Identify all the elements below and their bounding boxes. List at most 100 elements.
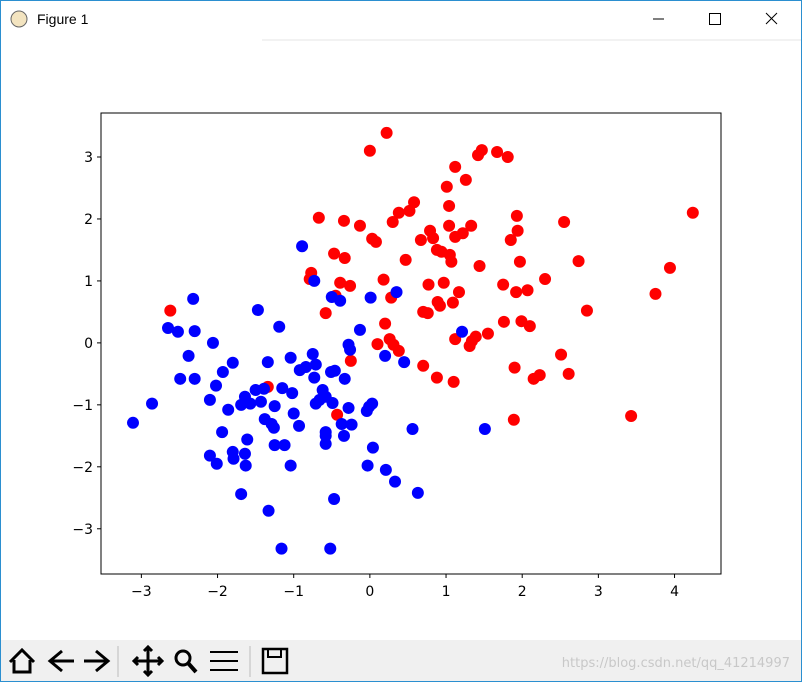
point: [216, 426, 229, 439]
point: [390, 286, 403, 299]
x-tick-label: −2: [207, 584, 228, 600]
point: [254, 395, 267, 408]
point: [353, 219, 366, 232]
zoom-handle: [186, 661, 198, 674]
y-tick-label: −1: [72, 398, 93, 414]
point: [262, 504, 275, 517]
point: [445, 255, 458, 268]
point: [278, 439, 291, 452]
point: [306, 348, 319, 361]
point: [338, 251, 351, 264]
x-tick-label: 0: [365, 584, 374, 600]
forward-button[interactable]: [84, 649, 111, 673]
point: [268, 400, 281, 413]
point: [328, 247, 341, 260]
point: [364, 291, 377, 304]
point: [452, 286, 465, 299]
point: [241, 433, 254, 446]
point: [422, 278, 435, 291]
point: [360, 405, 373, 418]
point: [523, 320, 536, 333]
point: [521, 284, 534, 297]
point: [210, 379, 223, 392]
point: [284, 351, 297, 364]
point: [481, 327, 494, 340]
point: [580, 304, 593, 317]
point: [478, 423, 491, 436]
close-button[interactable]: [765, 12, 778, 25]
point: [187, 292, 200, 305]
x-tick-label: −3: [131, 584, 152, 600]
point: [527, 372, 540, 385]
point: [663, 261, 676, 274]
pan-button[interactable]: [131, 644, 165, 678]
point: [257, 382, 270, 395]
point: [449, 230, 462, 243]
point: [308, 274, 321, 287]
point: [472, 149, 485, 162]
point: [146, 397, 159, 410]
point: [286, 387, 299, 400]
point: [507, 413, 520, 426]
zoom-button[interactable]: [174, 649, 192, 667]
point: [427, 232, 440, 245]
maximize-button[interactable]: [709, 13, 721, 25]
point: [379, 317, 392, 330]
point: [337, 214, 350, 227]
point: [411, 486, 424, 499]
x-tick-label: 3: [594, 584, 603, 600]
point: [437, 276, 450, 289]
point: [456, 325, 469, 338]
point: [276, 382, 289, 395]
point: [649, 287, 662, 300]
point: [414, 234, 427, 247]
point: [313, 393, 326, 406]
point: [239, 459, 252, 472]
point: [508, 361, 521, 374]
point: [296, 240, 309, 253]
point: [389, 475, 402, 488]
point: [433, 299, 446, 312]
point: [555, 348, 568, 361]
point: [267, 421, 280, 434]
point: [386, 216, 399, 229]
point: [562, 367, 575, 380]
home-button[interactable]: [8, 647, 36, 674]
point: [361, 459, 374, 472]
point: [353, 323, 366, 336]
point: [345, 418, 358, 431]
point: [510, 209, 523, 222]
point: [206, 336, 219, 349]
point: [501, 150, 514, 163]
x-tick-label: −1: [283, 584, 304, 600]
point: [421, 307, 434, 320]
point: [371, 338, 384, 351]
point: [331, 408, 344, 421]
x-tick-label: 1: [442, 584, 451, 600]
point: [363, 144, 376, 157]
point: [268, 439, 281, 452]
point: [449, 160, 462, 173]
point: [244, 397, 257, 410]
point: [235, 398, 248, 411]
y-tick-label: 0: [84, 336, 93, 352]
configure-button[interactable]: [210, 651, 238, 671]
back-button[interactable]: [47, 649, 74, 673]
point: [572, 255, 585, 268]
point: [203, 449, 216, 462]
y-tick-label: −2: [72, 460, 93, 476]
point: [342, 401, 355, 414]
point: [446, 296, 459, 309]
point: [473, 260, 486, 273]
point: [328, 364, 341, 377]
point: [162, 322, 175, 335]
y-tick-label: 3: [84, 150, 93, 166]
point: [273, 320, 286, 333]
point: [312, 211, 325, 224]
point: [164, 304, 177, 317]
point: [334, 294, 347, 307]
point: [558, 216, 571, 229]
point: [188, 372, 201, 385]
point: [377, 273, 390, 286]
